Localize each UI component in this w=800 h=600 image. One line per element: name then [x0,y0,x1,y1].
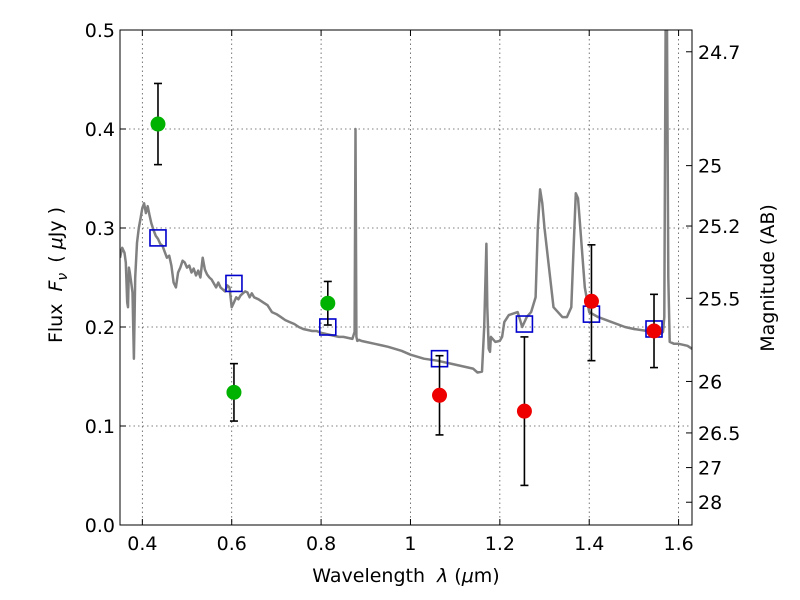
y2-tick-label: 26 [698,371,722,393]
y2-tick-label: 24.7 [698,42,740,64]
y-tick-label: 0.4 [85,119,115,141]
observed_optical-point [226,384,242,400]
y2-tick-label: 26.5 [698,423,740,445]
x-axis-label: Wavelength λ (μm) [312,565,499,587]
observed_optical-point [320,295,336,311]
y2-tick-label: 25.5 [698,288,740,310]
y-tick-label: 0.5 [85,20,115,42]
model-spectrum-line [120,30,692,374]
y-tick-label: 0.0 [85,515,115,537]
model-photometry-square [515,315,534,333]
x-tick-label: 0.6 [217,533,247,555]
model-photometry-square [149,229,167,247]
grid [120,29,692,526]
marker-layer [149,82,663,487]
ticks: 0.4 0.6 0.8 1 1.2 1.4 1.6 0.0 0.1 0.2 0.3 0.4 0.5 24.… [85,20,741,555]
x-tick-label: 1 [404,533,416,555]
x-tick-label: 0.4 [127,533,157,555]
y-tick-label: 0.1 [85,416,115,438]
observed_nir-point [516,403,532,419]
y2-tick-label: 28 [698,492,722,514]
model-photometry-square [225,274,243,293]
y-tick-label: 0.2 [85,317,115,339]
data-layer [120,30,692,374]
observed_optical-point [150,116,166,132]
x-tick-label: 1.6 [663,533,693,555]
x-tick-label: 1.4 [574,533,604,555]
y-tick-label: 0.3 [85,218,115,240]
x-tick-label: 0.8 [306,533,336,555]
plot-frame [119,29,693,526]
x-tick-label: 1.2 [485,533,515,555]
y2-tick-label: 27 [698,458,722,480]
observed_nir-point [646,323,662,339]
observed_nir-point [583,293,599,309]
y2-tick-label: 25 [698,156,722,178]
y2-axis-label: Magnitude (AB) [757,204,779,352]
observed_nir-point [432,387,448,403]
y2-tick-label: 25.2 [698,216,740,238]
y-axis-label: FluxFν(μJy ) [45,207,71,343]
